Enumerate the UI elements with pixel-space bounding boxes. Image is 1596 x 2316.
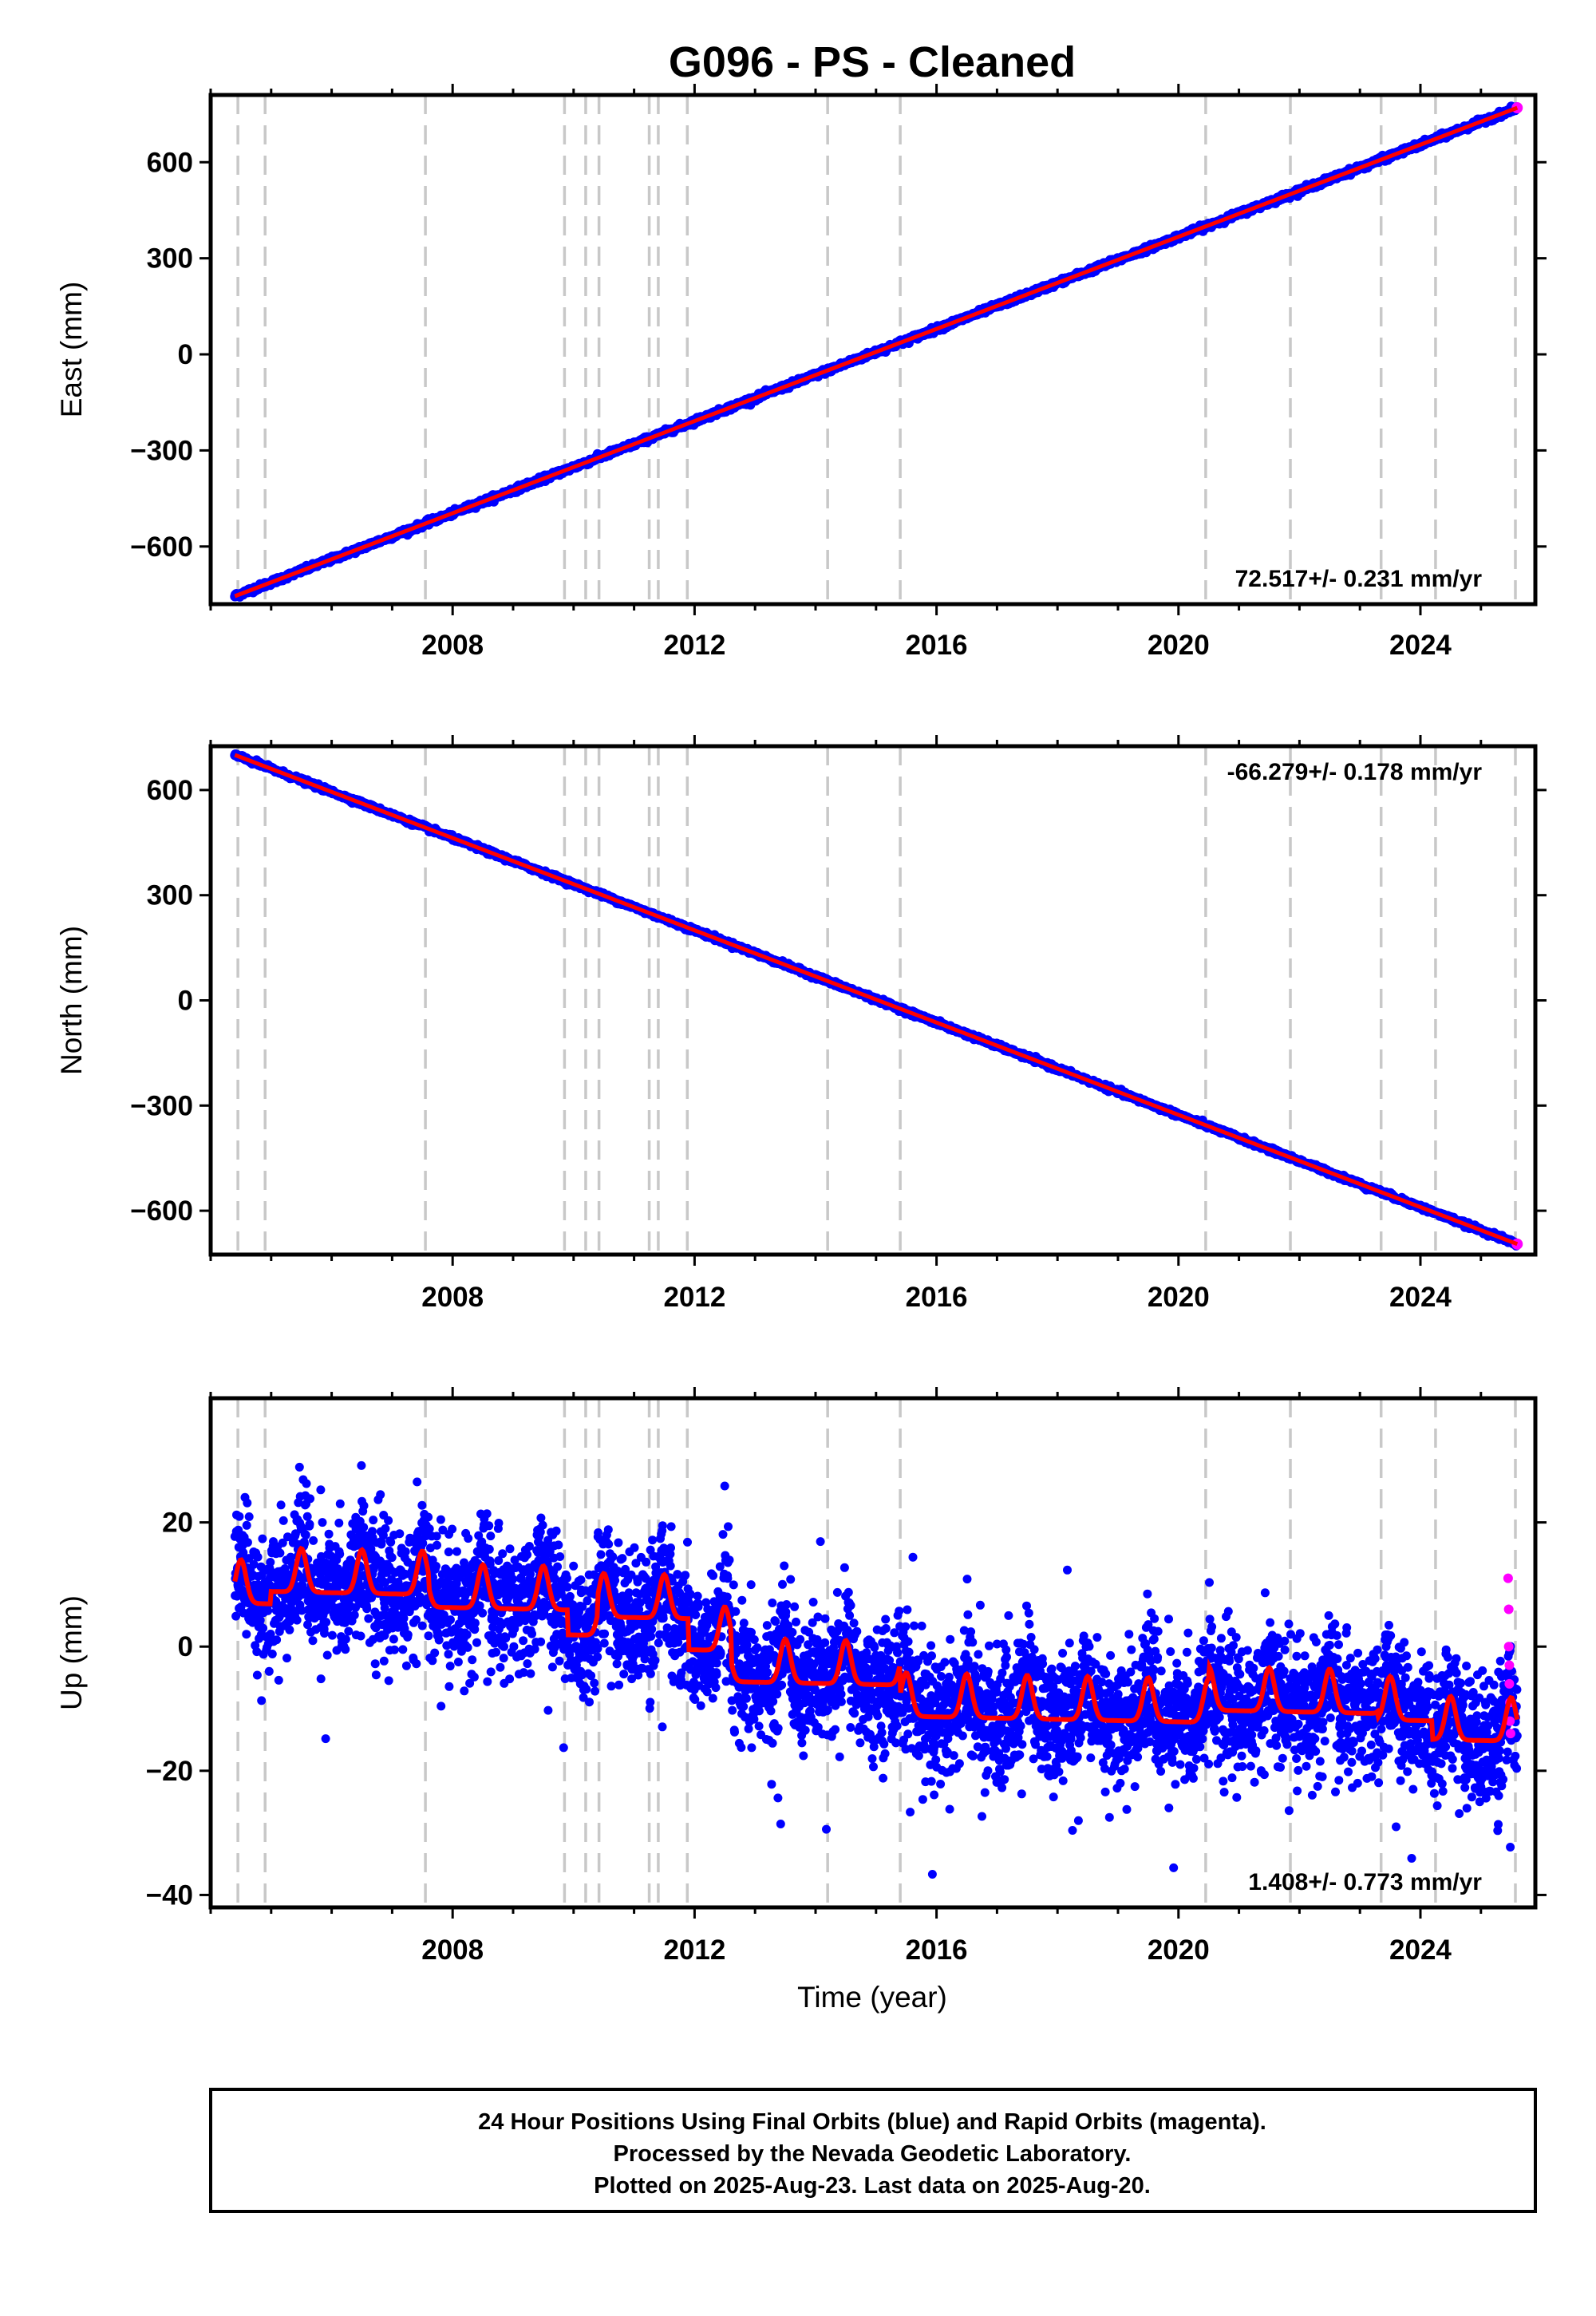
y-tick-label: −600 xyxy=(130,532,193,563)
x-tick-label: 2016 xyxy=(906,630,968,661)
x-tick-label: 2012 xyxy=(663,630,725,661)
figure-title: G096 - PS - Cleaned xyxy=(669,38,1076,86)
y-axis-label: East (mm) xyxy=(55,282,88,418)
rate-label: 72.517+/- 0.231 mm/yr xyxy=(1235,566,1483,592)
panel-frame xyxy=(208,93,1538,607)
y-tick-label: −300 xyxy=(130,435,193,466)
y-tick-label: 0 xyxy=(178,339,193,370)
model-fit-line xyxy=(234,105,1519,599)
event-lines xyxy=(236,746,1517,1255)
event-lines xyxy=(236,95,1517,604)
east-panel: −600 −300 0 300 600 2008 2012 2016 2020 2024 East … xyxy=(55,84,1547,661)
x-tick-label: 2024 xyxy=(1389,630,1452,661)
x-tick-label: 2008 xyxy=(421,630,484,661)
y-tick-label: 300 xyxy=(147,243,193,275)
x-tick-label: 2020 xyxy=(1148,630,1210,661)
y-tick-label: 600 xyxy=(147,147,193,178)
